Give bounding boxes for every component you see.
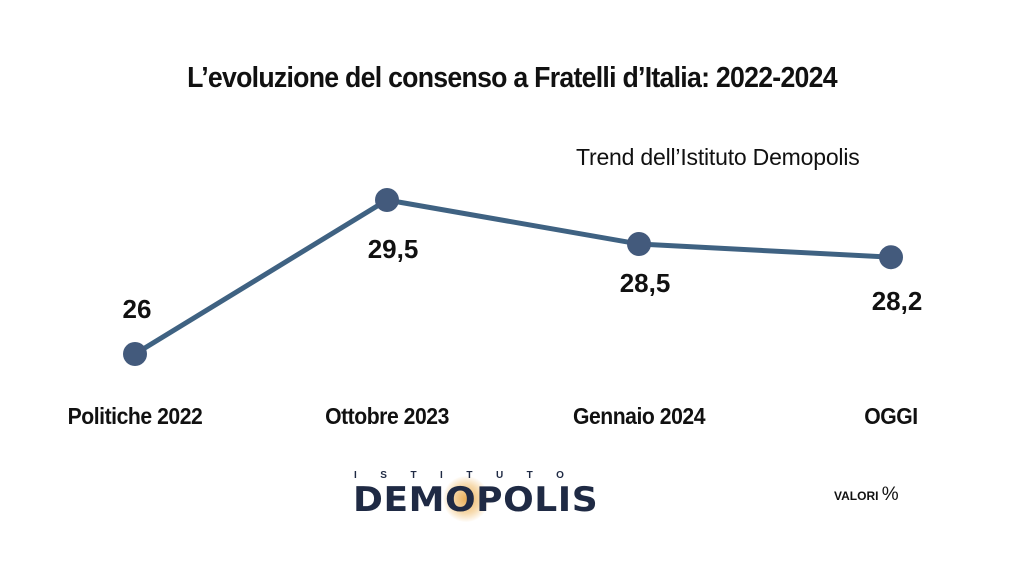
data-label: 29,5 — [368, 234, 419, 264]
x-tick-label: Ottobre 2023 — [325, 403, 449, 429]
logo-glow-icon — [443, 476, 489, 522]
data-label: 28,2 — [872, 286, 923, 316]
data-label: 28,5 — [620, 268, 671, 298]
series-line — [133, 197, 892, 357]
logo-main-text: DEMOPOLIS — [353, 480, 599, 520]
x-tick-label: OGGI — [864, 403, 918, 429]
unit-note: VALORI % — [834, 484, 899, 506]
data-label: 26 — [123, 294, 152, 324]
data-point — [375, 188, 399, 212]
unit-label: VALORI — [834, 489, 879, 503]
chart-subtitle: Trend dell’Istituto Demopolis — [576, 144, 860, 170]
logo-top-text: ISTITUTO — [354, 470, 588, 481]
chart-title: L’evoluzione del consenso a Fratelli d’I… — [187, 62, 838, 94]
unit-symbol: % — [881, 484, 899, 505]
data-point — [879, 245, 903, 270]
demopolis-logo: ISTITUTO DEMOPOLIS — [350, 470, 630, 522]
data-point — [627, 232, 651, 256]
x-tick-label: Politiche 2022 — [67, 403, 203, 429]
x-tick-label: Gennaio 2024 — [572, 403, 706, 429]
data-point — [123, 342, 147, 366]
